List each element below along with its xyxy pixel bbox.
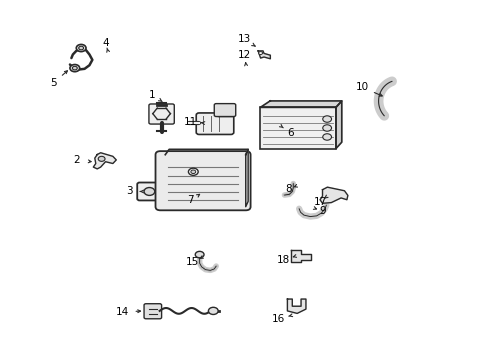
Circle shape — [322, 116, 331, 122]
Text: 10: 10 — [355, 82, 368, 93]
Text: 7: 7 — [187, 195, 194, 206]
Text: 12: 12 — [237, 50, 251, 60]
Circle shape — [144, 188, 155, 195]
Text: 11: 11 — [184, 117, 197, 127]
Polygon shape — [290, 250, 311, 262]
Circle shape — [76, 44, 86, 51]
Circle shape — [322, 134, 331, 140]
Text: 14: 14 — [116, 307, 129, 317]
Polygon shape — [335, 101, 341, 149]
Circle shape — [208, 307, 218, 315]
Circle shape — [70, 64, 80, 72]
Polygon shape — [260, 101, 341, 107]
Text: 4: 4 — [102, 38, 109, 48]
FancyBboxPatch shape — [196, 113, 233, 134]
FancyBboxPatch shape — [137, 183, 161, 201]
Circle shape — [98, 156, 105, 161]
Text: 18: 18 — [276, 255, 289, 265]
FancyBboxPatch shape — [214, 104, 235, 117]
Text: 3: 3 — [126, 186, 133, 197]
Bar — [260, 107, 335, 149]
Text: 9: 9 — [319, 206, 325, 216]
Circle shape — [190, 170, 195, 174]
Text: 1: 1 — [148, 90, 155, 100]
Text: 8: 8 — [285, 184, 291, 194]
Polygon shape — [245, 149, 247, 207]
Polygon shape — [93, 153, 116, 169]
FancyBboxPatch shape — [149, 104, 174, 124]
Polygon shape — [258, 51, 270, 59]
FancyBboxPatch shape — [144, 304, 161, 319]
Circle shape — [79, 46, 83, 50]
Polygon shape — [287, 299, 305, 314]
Text: 16: 16 — [271, 314, 285, 324]
Text: 15: 15 — [185, 257, 199, 267]
Text: 2: 2 — [73, 155, 80, 165]
Text: 6: 6 — [287, 129, 294, 138]
Circle shape — [72, 66, 77, 70]
Circle shape — [195, 251, 203, 258]
Text: 17: 17 — [313, 197, 326, 207]
Text: 5: 5 — [50, 78, 57, 88]
FancyBboxPatch shape — [155, 151, 250, 210]
Circle shape — [188, 168, 198, 175]
Circle shape — [258, 51, 262, 54]
Polygon shape — [320, 187, 347, 203]
Text: 13: 13 — [237, 35, 251, 44]
Circle shape — [322, 125, 331, 131]
